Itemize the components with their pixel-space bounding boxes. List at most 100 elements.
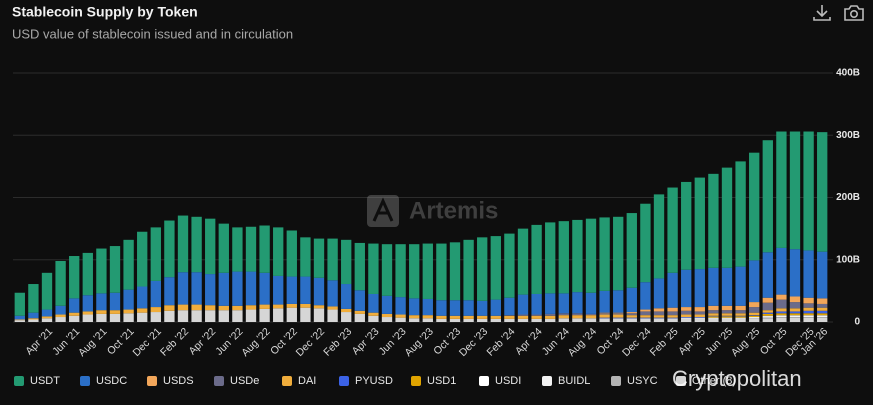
bar-segment: [762, 252, 773, 298]
bar-segment: [327, 306, 338, 310]
bar-segment: [14, 292, 25, 316]
screenshot-button[interactable]: [844, 5, 864, 21]
bar-segment: [803, 307, 814, 311]
bar-segment: [368, 312, 379, 316]
bar-segment: [803, 303, 814, 308]
bar-segment: [708, 318, 719, 322]
bar-segment: [789, 315, 801, 316]
y-tick-label: 0: [854, 317, 860, 328]
bar-segment: [164, 277, 175, 306]
bar-segment: [422, 298, 433, 316]
bar-segment: [463, 239, 474, 301]
bar-segment: [776, 313, 787, 316]
bar-segment: [789, 313, 801, 316]
bar-segment: [681, 317, 692, 318]
bar-segment: [762, 315, 773, 317]
bar-segment: [164, 305, 175, 311]
bar-segment: [708, 305, 719, 311]
bar-segment: [504, 315, 515, 316]
bar-segment: [817, 317, 828, 322]
bar-segment: [640, 311, 651, 316]
bar-segment: [477, 300, 488, 316]
bar-segment: [477, 315, 488, 319]
bar-segment: [776, 294, 787, 300]
bar-segment: [490, 318, 501, 322]
bar-segment: [626, 318, 637, 319]
bar-segment: [232, 305, 243, 311]
bar-segment: [137, 312, 148, 322]
bar-segment: [123, 289, 134, 310]
bar-segment: [599, 317, 610, 319]
bar-segment: [762, 302, 773, 311]
bar-segment: [585, 315, 597, 319]
bar-segment: [504, 297, 515, 316]
bar-segment: [177, 272, 189, 305]
bar-segment: [82, 295, 93, 312]
bar-segment: [817, 315, 828, 318]
y-tick-label: 100B: [836, 254, 860, 265]
bar-segment: [313, 238, 325, 278]
bar-segment: [123, 239, 134, 290]
legend-label: USDI: [495, 375, 521, 387]
bar-segment: [368, 293, 379, 313]
bar-segment: [436, 315, 447, 319]
bar-segment: [749, 318, 760, 322]
bar-segment: [41, 309, 53, 317]
download-button[interactable]: [813, 5, 831, 21]
y-tick-label: 300B: [836, 130, 860, 141]
bar-segment: [477, 318, 488, 322]
bar-segment: [422, 243, 433, 299]
bar-segment: [96, 293, 107, 311]
bar-segment: [681, 181, 692, 270]
bar-segment: [449, 318, 461, 322]
bar-segment: [191, 310, 202, 322]
legend-label: USDe: [230, 375, 259, 387]
bar-segment: [218, 223, 229, 273]
bar-segment: [817, 251, 828, 299]
bar-segment: [735, 318, 746, 322]
bar-segment: [599, 318, 610, 319]
bar-segment: [721, 310, 733, 314]
bar-segment: [626, 317, 637, 319]
bar-segment: [789, 249, 801, 297]
bar-segment: [708, 313, 719, 316]
bar-segment: [327, 238, 338, 281]
bar-segment: [245, 271, 257, 306]
bar-segment: [708, 315, 719, 317]
bar-segment: [749, 317, 760, 319]
bar-segment: [395, 314, 406, 318]
bar-segment: [191, 216, 202, 273]
bar-segment: [585, 218, 597, 293]
bar-segment: [463, 315, 474, 319]
bar-segment: [395, 297, 406, 315]
legend-label: USDC: [96, 375, 127, 387]
bar-segment: [708, 317, 719, 319]
bar-segment: [123, 309, 134, 314]
bar-segment: [681, 318, 692, 322]
bar-segment: [545, 293, 556, 314]
bar-segment: [504, 233, 515, 298]
bar-segment: [517, 314, 529, 316]
bar-segment: [721, 318, 733, 322]
bar-segment: [436, 318, 447, 322]
bar-segment: [109, 246, 121, 293]
bar-segment: [449, 242, 461, 301]
bar-segment: [749, 260, 760, 303]
bar-segment: [681, 307, 692, 311]
bar-segment: [245, 305, 257, 310]
bar-segment: [381, 317, 393, 322]
bar-segment: [681, 310, 692, 315]
bar-segment: [735, 317, 746, 319]
legend: USDT USDC USDS USDe DAI PYUSD USD1 USDI BUIDL USY…: [14, 375, 736, 387]
bar-segment: [55, 260, 66, 306]
bar-segment: [789, 315, 801, 318]
bar-segment: [735, 266, 746, 306]
bar-segment: [327, 309, 338, 322]
bar-segment: [354, 242, 365, 291]
bar-segment: [640, 309, 651, 312]
bar-segment: [613, 318, 624, 319]
bar-segment: [205, 274, 216, 306]
legend-label: Other (8): [692, 375, 736, 387]
bar-segment: [137, 286, 148, 309]
bar-segment: [436, 243, 447, 301]
